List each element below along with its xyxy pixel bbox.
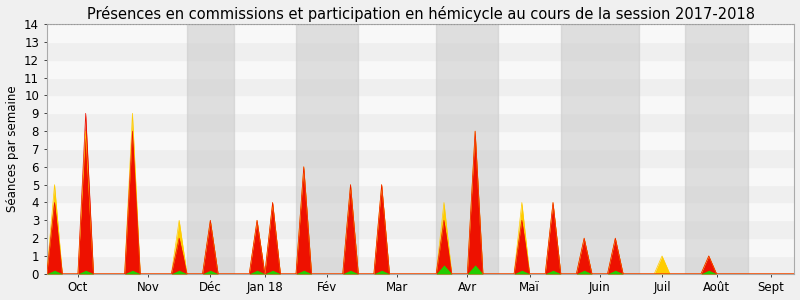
Bar <box>46 202 794 220</box>
Bar <box>46 220 794 238</box>
Bar <box>46 95 794 113</box>
Title: Présences en commissions et participation en hémicycle au cours de la session 20: Présences en commissions et participatio… <box>86 6 754 22</box>
Bar <box>561 24 638 274</box>
Bar <box>46 184 794 202</box>
Y-axis label: Séances par semaine: Séances par semaine <box>6 85 18 212</box>
Bar <box>686 24 748 274</box>
Bar <box>187 24 234 274</box>
Bar <box>296 24 358 274</box>
Bar <box>46 256 794 274</box>
Bar <box>436 24 498 274</box>
Bar <box>46 42 794 60</box>
Bar <box>46 78 794 95</box>
Bar <box>46 24 794 42</box>
Bar <box>46 167 794 184</box>
Bar <box>46 60 794 78</box>
Bar <box>46 149 794 167</box>
Bar <box>46 238 794 256</box>
Bar <box>46 113 794 131</box>
Bar <box>46 131 794 149</box>
